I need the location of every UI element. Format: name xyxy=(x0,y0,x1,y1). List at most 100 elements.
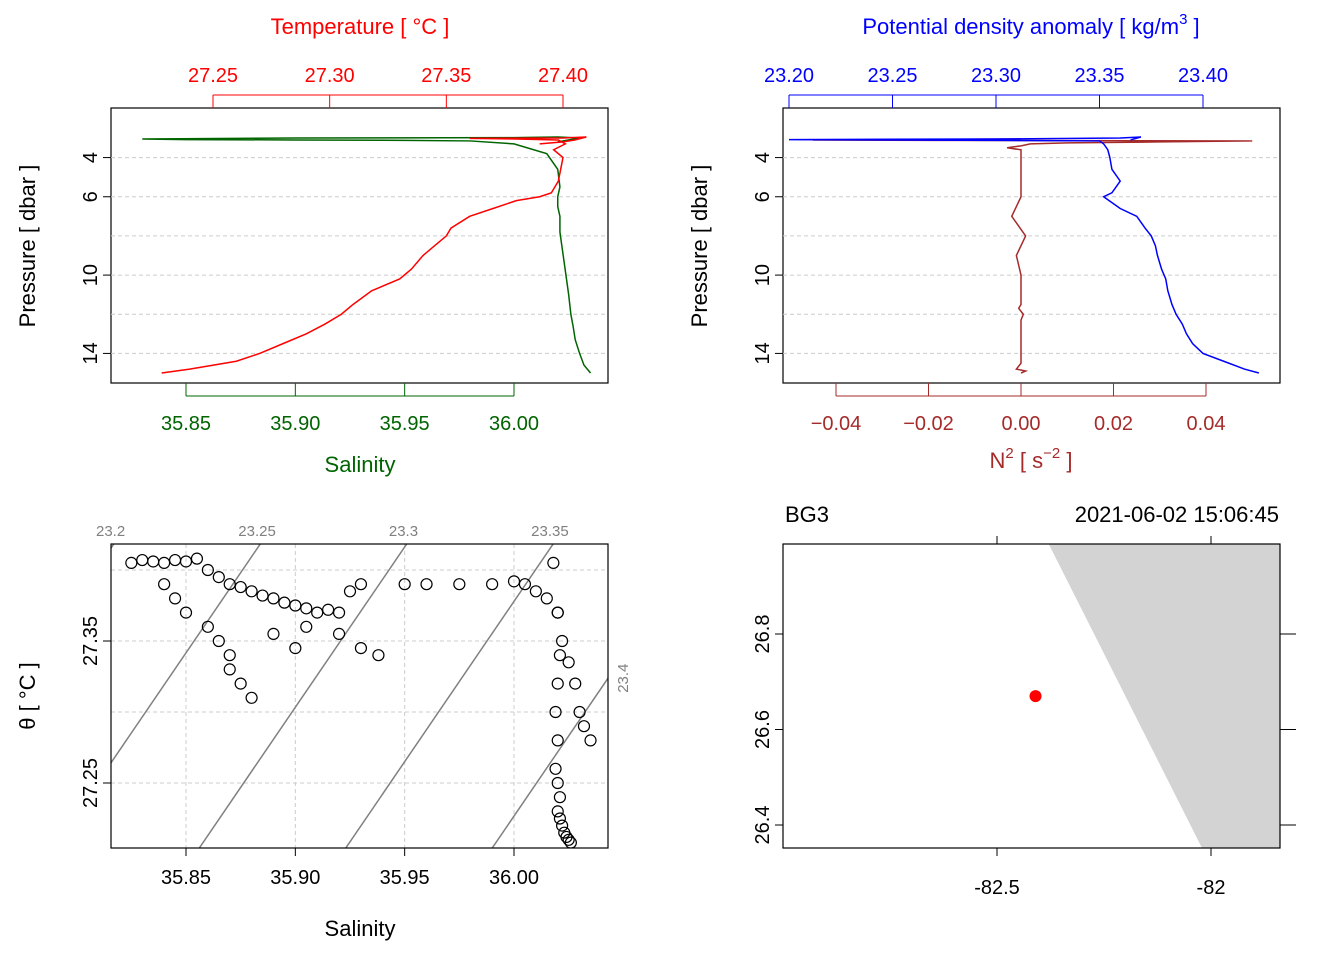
temperature-salinity-panel: 4 6 10 14 27.25 27.30 27.35 27.40 35.85 35.90 35.9… xyxy=(15,14,609,477)
plot2-density-tick-label: 23.25 xyxy=(867,65,917,87)
plot2-axes: 4 6 10 14 23.20 23.25 23.30 23.35 23.40 −0.04 −0.0… xyxy=(752,65,1228,435)
ts-point xyxy=(223,578,236,591)
ts-point xyxy=(551,805,564,818)
isopycnal-label: 23.3 xyxy=(389,523,418,540)
plot1-temperature-axis-label: Temperature [ °C ] xyxy=(271,14,450,39)
ts-point xyxy=(158,556,171,570)
ts-point xyxy=(551,734,564,747)
ts-point xyxy=(507,575,521,588)
ts-point xyxy=(332,627,346,641)
plot1-salinity-axis-label: Salinity xyxy=(325,452,396,477)
ts-point xyxy=(300,602,313,615)
plot4-frame xyxy=(782,543,1281,849)
ts-point xyxy=(147,555,160,568)
plot2-density-tick-label: 23.40 xyxy=(1178,65,1228,87)
ts-point xyxy=(372,649,385,662)
isopycnal-line xyxy=(344,544,555,848)
ts-point xyxy=(190,552,204,565)
plot1-pressure-tick-label: 10 xyxy=(80,264,102,286)
plot2-pressure-axis-label: Pressure [ dbar ] xyxy=(687,165,712,328)
plot1-frame xyxy=(110,107,609,384)
plot1-temperature-tick-label: 27.40 xyxy=(538,65,588,87)
ts-point xyxy=(354,578,368,591)
plot2-density-axis-label: Potential density anomaly [ kg/m3 ] xyxy=(862,11,1199,39)
ts-point xyxy=(564,836,577,848)
plot3-x-tick-label: 35.95 xyxy=(380,867,430,889)
ts-point xyxy=(540,592,553,605)
plot1-axes: 4 6 10 14 27.25 27.30 27.35 27.40 35.85 35.90 35.9… xyxy=(80,65,588,435)
ts-point xyxy=(551,776,564,790)
ts-point xyxy=(562,656,575,669)
plot4-axes: -82.5 -82 26.4 26.6 26.8 xyxy=(752,536,1296,899)
plot1-grid xyxy=(111,157,608,354)
isopycnal-label: 23.35 xyxy=(531,523,569,540)
isopycnal-label: 23.4 xyxy=(615,664,632,693)
ts-point xyxy=(267,592,280,605)
ts-point xyxy=(577,720,591,733)
plot2-pressure-tick-label: 4 xyxy=(752,152,774,163)
temperature-line xyxy=(161,136,587,374)
plot2-density-tick-label: 23.35 xyxy=(1074,65,1124,87)
plot4-lat-tick-label: 26.8 xyxy=(752,615,774,654)
ts-diagram-panel: 23.2 23.25 23.3 23.35 23.4 35.85 35.90 35.95 36… xyxy=(15,523,632,941)
plot4-lon-tick-label: -82.5 xyxy=(974,877,1020,899)
ts-point xyxy=(179,606,193,619)
plot1-series xyxy=(142,136,592,374)
ts-point xyxy=(322,603,335,616)
plot2-series xyxy=(788,136,1260,374)
ts-point xyxy=(518,578,532,591)
plot2-pressure-tick-label: 6 xyxy=(752,191,774,202)
ts-point xyxy=(278,596,291,609)
map-land xyxy=(1048,544,1280,848)
plot3-y-tick-label: 27.25 xyxy=(80,758,102,808)
ts-point xyxy=(547,556,560,570)
station-map-panel: -82.5 -82 26.4 26.6 26.8 BG3 2021-06-02 15:0… xyxy=(752,502,1296,899)
ts-point xyxy=(551,606,564,619)
ts-point xyxy=(332,606,346,619)
plot2-n2-tick-label: 0.00 xyxy=(1002,413,1041,435)
plot3-y-tick-label: 27.35 xyxy=(80,616,102,666)
plot3-grid xyxy=(111,544,608,848)
plot2-n2-tick-label: −0.04 xyxy=(811,413,862,435)
plot3-isopycnals xyxy=(111,544,608,848)
plot1-salinity-tick-label: 35.85 xyxy=(161,413,211,435)
isopycnal-label: 23.2 xyxy=(96,523,125,540)
ts-point xyxy=(245,691,258,704)
isopycnal-line xyxy=(198,544,408,848)
ts-point xyxy=(201,620,214,633)
ts-point xyxy=(256,589,269,602)
ts-point xyxy=(553,812,567,825)
ts-point xyxy=(553,649,567,662)
plot1-temperature-tick-label: 27.35 xyxy=(421,65,471,87)
ts-point xyxy=(158,578,171,591)
ts-point xyxy=(311,606,324,619)
map-station-marker xyxy=(1029,690,1042,703)
density-n2-panel: 4 6 10 14 23.20 23.25 23.30 23.35 23.40 −0.04 −0.0… xyxy=(687,11,1281,473)
n2-line xyxy=(812,138,1253,374)
ts-point xyxy=(234,580,247,594)
ts-point xyxy=(234,677,247,690)
ts-point xyxy=(136,553,149,567)
ts-point xyxy=(398,578,411,591)
ts-point xyxy=(486,578,499,591)
ts-point xyxy=(562,833,575,846)
plot3-axes: 35.85 35.90 35.95 36.00 27.25 27.35 xyxy=(80,616,539,889)
plot2-n2-tick-label: −0.02 xyxy=(903,413,954,435)
plot2-density-tick-label: 23.20 xyxy=(764,65,814,87)
ts-point xyxy=(223,663,236,676)
ts-point xyxy=(168,553,182,567)
plot1-pressure-tick-label: 6 xyxy=(80,191,102,202)
isopycnal-label: 23.25 xyxy=(238,523,276,540)
ts-point xyxy=(212,570,225,584)
plot2-grid xyxy=(783,157,1280,354)
plot1-pressure-tick-label: 4 xyxy=(80,152,102,163)
ts-point xyxy=(569,677,582,690)
plot3-x-tick-label: 35.85 xyxy=(161,867,211,889)
plot2-n2-axis-label: N2 [ s−2 ] xyxy=(990,445,1073,473)
plot2-density-tick-label: 23.30 xyxy=(971,65,1021,87)
plot2-n2-tick-label: 0.04 xyxy=(1187,413,1226,435)
plot3-salinity-axis-label: Salinity xyxy=(325,916,396,941)
ts-point xyxy=(168,592,182,605)
plot3-x-tick-label: 35.90 xyxy=(270,867,320,889)
